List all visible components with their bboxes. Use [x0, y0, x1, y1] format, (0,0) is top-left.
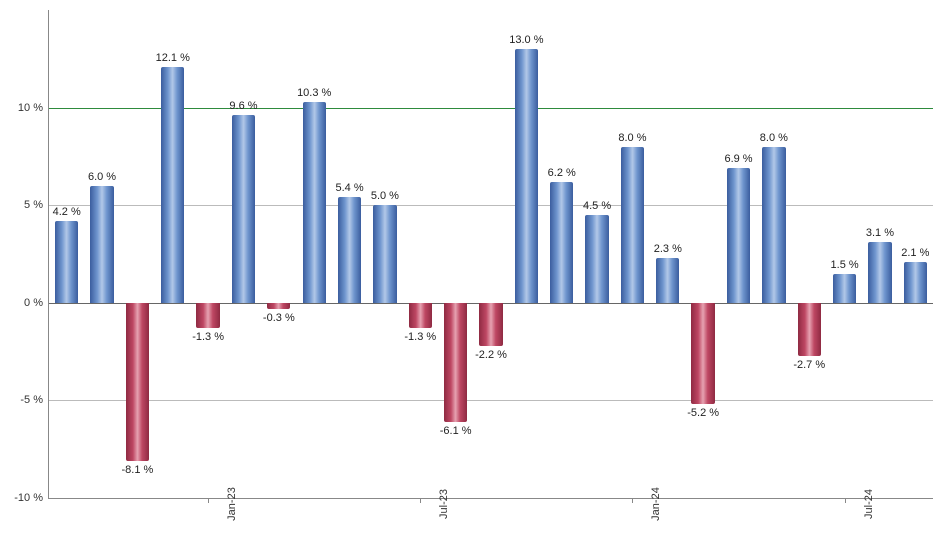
bar-value-label: 12.1 % — [156, 52, 190, 64]
x-axis-label: Jul-23 — [420, 489, 450, 519]
bar-value-label: -6.1 % — [440, 425, 472, 437]
bar-value-label: 5.4 % — [335, 182, 363, 194]
y-axis-label: 10 % — [18, 102, 43, 114]
bar-value-label: 8.0 % — [618, 132, 646, 144]
y-axis-label: 5 % — [24, 199, 43, 211]
bar-value-label: -8.1 % — [121, 464, 153, 476]
y-axis-label: 0 % — [24, 297, 43, 309]
bar — [585, 215, 608, 303]
bar-value-label: 2.3 % — [654, 243, 682, 255]
bar — [409, 303, 432, 328]
y-axis-label: -5 % — [20, 394, 43, 406]
bar-chart: -10 % -5 % 0 % 5 % 10 % 4.2 % 6.0 % -8.1 % 12.1 … — [0, 0, 940, 550]
bar — [161, 67, 184, 303]
bar-value-label: 6.0 % — [88, 171, 116, 183]
bar-value-label: -2.2 % — [475, 349, 507, 361]
bar — [444, 303, 467, 422]
bar-value-label: 6.9 % — [724, 153, 752, 165]
bar — [303, 102, 326, 303]
bar — [267, 303, 290, 309]
bar-value-label: -2.7 % — [793, 359, 825, 371]
bar — [232, 115, 255, 302]
bar-value-label: 3.1 % — [866, 227, 894, 239]
bar — [55, 221, 78, 303]
bar-value-label: -1.3 % — [192, 331, 224, 343]
bar — [126, 303, 149, 461]
bar-value-label: 1.5 % — [831, 259, 859, 271]
x-axis-label: Jul-24 — [845, 489, 875, 519]
bar-value-label: 9.6 % — [229, 100, 257, 112]
bar — [868, 242, 891, 303]
bar — [90, 186, 113, 303]
bar — [621, 147, 644, 303]
bar-value-label: 2.1 % — [901, 247, 929, 259]
bar — [550, 182, 573, 303]
bar-value-label: -0.3 % — [263, 312, 295, 324]
bar-value-label: 8.0 % — [760, 132, 788, 144]
bar — [798, 303, 821, 356]
bar-value-label: 5.0 % — [371, 190, 399, 202]
bar-value-label: -1.3 % — [404, 331, 436, 343]
x-axis-label: Jan-23 — [208, 487, 238, 521]
bar — [833, 274, 856, 303]
bar — [656, 258, 679, 303]
bar — [479, 303, 502, 346]
y-axis-label: -10 % — [14, 492, 43, 504]
bar-value-label: 13.0 % — [509, 34, 543, 46]
bar — [904, 262, 927, 303]
bar — [196, 303, 219, 328]
bar — [691, 303, 714, 405]
plot-area: -10 %-5 %0 %5 %10 %4.2 %6.0 %-8.1 %12.1 … — [48, 10, 933, 499]
bar-value-label: -5.2 % — [687, 407, 719, 419]
gridline — [49, 400, 933, 401]
bar — [373, 205, 396, 303]
bar-value-label: 4.5 % — [583, 200, 611, 212]
bar-value-label: 10.3 % — [297, 87, 331, 99]
x-axis-label: Jan-24 — [632, 487, 662, 521]
bar-value-label: 4.2 % — [53, 206, 81, 218]
bar — [727, 168, 750, 303]
bar-value-label: 6.2 % — [548, 167, 576, 179]
bar — [515, 49, 538, 303]
bar — [762, 147, 785, 303]
bar — [338, 197, 361, 302]
